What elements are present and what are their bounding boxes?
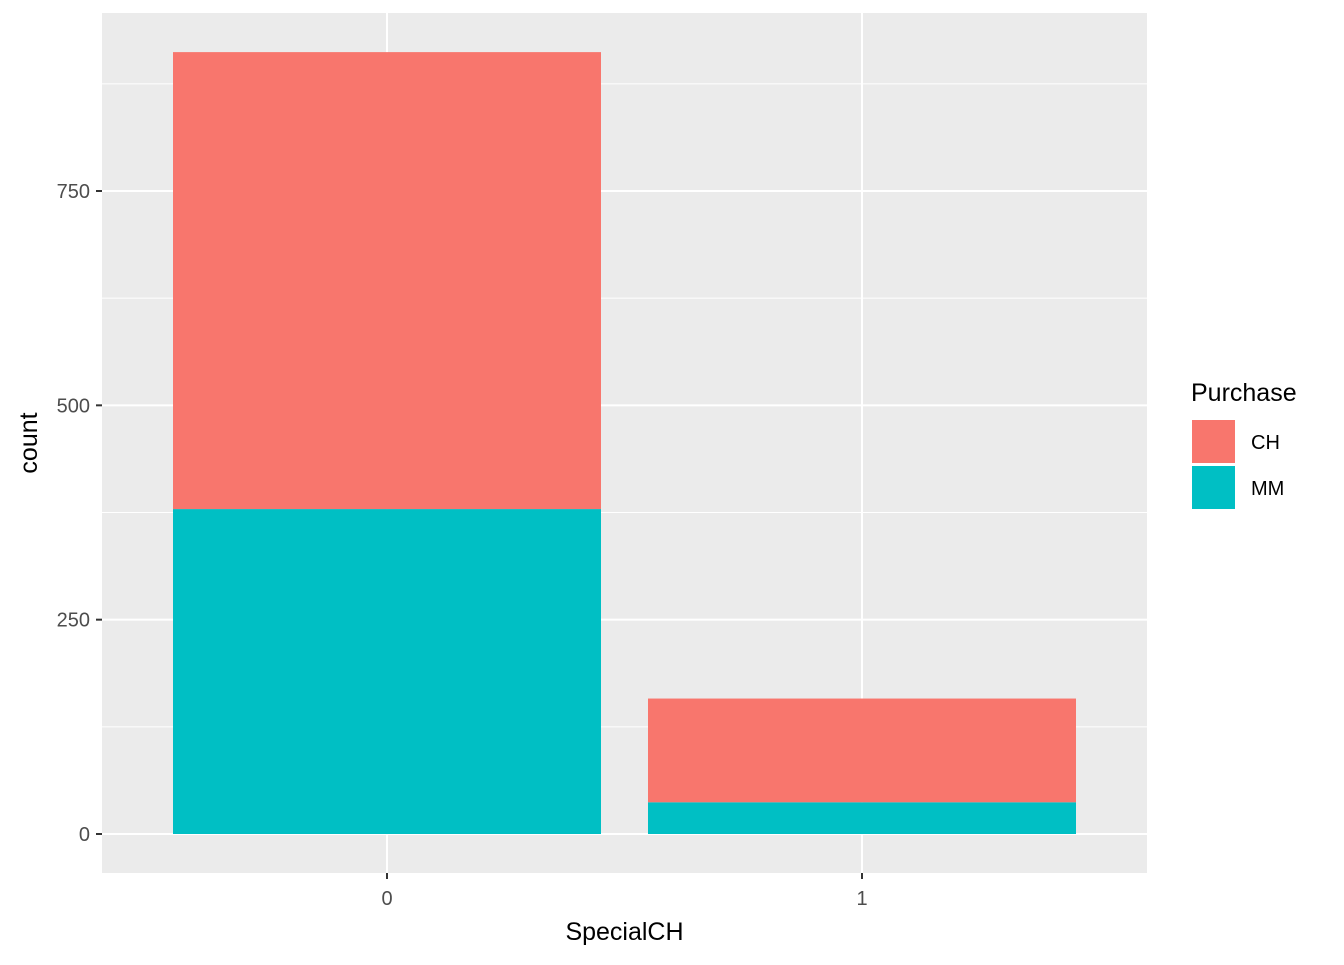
bars-group (173, 52, 1076, 834)
bar-ch-1 (648, 698, 1076, 803)
legend-key-mm (1192, 466, 1235, 509)
y-axis-title: count (15, 412, 43, 473)
y-tick-label: 250 (57, 610, 90, 632)
legend-label-mm: MM (1251, 478, 1284, 500)
legend-items: CH MM (1192, 420, 1284, 509)
bar-ch-0 (173, 52, 601, 510)
legend-key-ch (1192, 420, 1235, 463)
y-tick-label: 500 (57, 395, 90, 417)
legend-title: Purchase (1191, 379, 1297, 407)
y-tick-label: 0 (79, 824, 90, 846)
x-tick-label: 0 (381, 888, 392, 910)
bar-mm-0 (173, 509, 601, 834)
x-axis-title: SpecialCH (565, 918, 683, 946)
y-tick-label: 750 (57, 181, 90, 203)
x-tick-label: 1 (856, 888, 867, 910)
bar-mm-1 (648, 802, 1076, 834)
legend: Purchase CH MM (1191, 379, 1297, 509)
legend-label-ch: CH (1251, 432, 1280, 454)
y-axis: 0 250 500 750 (57, 181, 102, 846)
